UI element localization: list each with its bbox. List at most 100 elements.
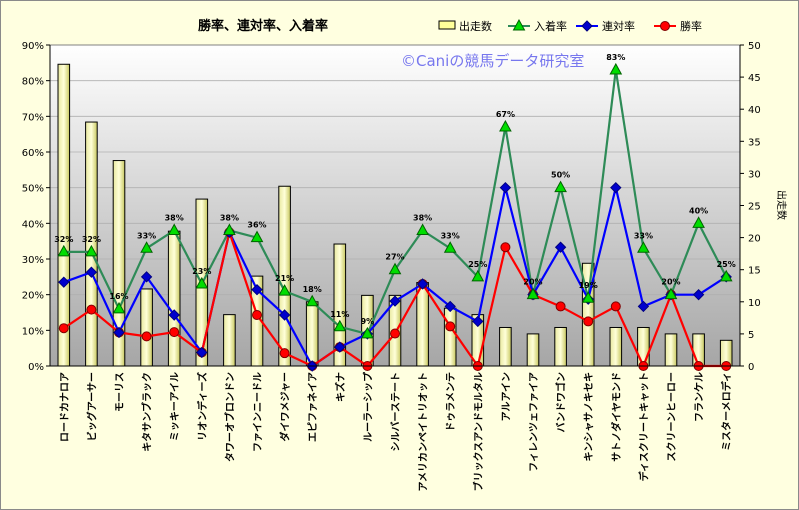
point-連対率 (168, 309, 180, 321)
y-right-tick-label: 15 (748, 266, 761, 277)
y-left-tick-label: 70% (22, 112, 44, 123)
x-tick-label: ディスクリートキャット (637, 372, 650, 481)
data-label: 20% (661, 278, 680, 287)
data-label: 25% (717, 260, 736, 269)
data-label: 40% (689, 206, 708, 215)
y-right-tick-label: 20 (748, 234, 761, 245)
x-tick-label: モーリス (114, 372, 126, 412)
point-入着率 (388, 262, 402, 275)
bar-ロードカナロア (57, 63, 71, 367)
point-連対率 (554, 241, 567, 253)
legend-marker-入着率 (512, 18, 526, 31)
legend-swatch-出走数 (438, 20, 456, 30)
y-right-tick-label: 45 (748, 73, 761, 84)
point-入着率 (581, 291, 595, 303)
x-tick-label: リオンディーズ (196, 372, 209, 441)
point-連対率 (85, 266, 98, 278)
bar-ミッキーアイル (167, 230, 181, 367)
data-label: 32% (82, 235, 101, 244)
point-入着率 (692, 216, 705, 228)
bar-キタサンブラック (140, 288, 153, 367)
y-left-tick-label: 30% (22, 255, 44, 266)
point-勝率 (169, 327, 180, 338)
x-tick-label: ドゥラメンテ (445, 372, 457, 432)
chart-title: 勝率、連対率、入着率 (198, 18, 328, 34)
point-勝率 (86, 304, 97, 315)
legend-label-出走数: 出走数 (459, 19, 492, 33)
data-label: 36% (247, 221, 266, 230)
x-tick-label: シルバーステート (390, 372, 402, 452)
point-勝率 (445, 321, 456, 332)
y-left-tick-label: 10% (22, 326, 44, 337)
bar-タワーオブロンドン (223, 314, 236, 367)
data-label: 67% (496, 110, 515, 119)
data-label: 38% (413, 213, 432, 222)
point-勝率 (279, 348, 290, 359)
bar-サトノダイヤモンド (609, 326, 623, 367)
data-label: 33% (441, 231, 460, 240)
point-入着率 (499, 119, 512, 132)
point-入着率 (361, 326, 374, 339)
x-tick-label: スクリーンヒーロー (666, 372, 678, 462)
data-label: 83% (606, 53, 625, 62)
y-right-tick-label: 0 (748, 362, 754, 373)
y-left-tick-label: 90% (22, 41, 44, 52)
point-入着率 (471, 269, 485, 282)
data-label: 18% (303, 285, 322, 294)
x-tick-label: タワーオブロンドン (223, 372, 236, 462)
point-勝率 (610, 301, 621, 312)
legend-marker-連対率 (581, 20, 593, 32)
legend-label-入着率: 入着率 (534, 19, 567, 33)
legend-label-勝率: 勝率 (680, 19, 702, 33)
point-連対率 (113, 326, 125, 339)
x-tick-label: ブリックスアンドモルタル (472, 372, 485, 491)
point-連対率 (251, 283, 263, 296)
bar-アルアイン (499, 326, 512, 367)
bar-アメリカンペイトリオット (416, 282, 429, 367)
data-label: 20% (523, 278, 542, 287)
legend: 出走数 入着率 連対率 勝率 (438, 18, 702, 33)
point-入着率 (305, 294, 319, 307)
point-連対率 (499, 181, 512, 194)
point-入着率 (443, 241, 457, 253)
point-連対率 (610, 181, 622, 194)
point-連対率 (196, 346, 208, 359)
data-label: 27% (385, 253, 404, 262)
point-連対率 (472, 315, 484, 328)
point-入着率 (112, 301, 126, 314)
bar-ドゥラメンテ (443, 307, 457, 367)
point-入着率 (140, 241, 153, 253)
legend-marker-勝率 (660, 21, 670, 31)
legend-label-連対率: 連対率 (602, 19, 635, 33)
y-left-tick-label: 80% (22, 77, 44, 88)
point-連対率 (278, 309, 291, 321)
y-right-tick-label: 30 (748, 169, 761, 180)
point-入着率 (609, 62, 623, 75)
point-連対率 (637, 300, 650, 313)
point-勝率 (141, 331, 152, 342)
bar-スクリーンヒーロー (664, 333, 678, 367)
data-label: 21% (275, 274, 294, 283)
point-入着率 (167, 223, 181, 235)
x-tick-label: ビッグアーサー (85, 372, 98, 441)
data-label: 38% (220, 213, 239, 222)
point-連対率 (140, 271, 153, 283)
point-連対率 (389, 295, 401, 307)
x-tick-label: バンドワゴン (555, 372, 568, 433)
data-label: 9% (361, 317, 375, 326)
y-left-tick-label: 40% (22, 219, 44, 230)
x-tick-label: フィレンツェファイア (528, 372, 540, 472)
y-left-tick-label: 0% (28, 362, 44, 373)
bar-フィレンツェファイア (526, 333, 540, 367)
point-入着率 (250, 230, 264, 243)
point-勝率 (583, 316, 594, 327)
point-勝率 (252, 309, 262, 320)
point-入着率 (57, 244, 71, 257)
x-tick-label: アメリカンペイトリオット (418, 372, 430, 492)
point-入着率 (719, 269, 733, 282)
point-入着率 (333, 319, 347, 332)
x-tick-label: キタサンブラック (141, 372, 154, 452)
point-勝率 (58, 323, 69, 334)
point-入着率 (664, 287, 678, 300)
